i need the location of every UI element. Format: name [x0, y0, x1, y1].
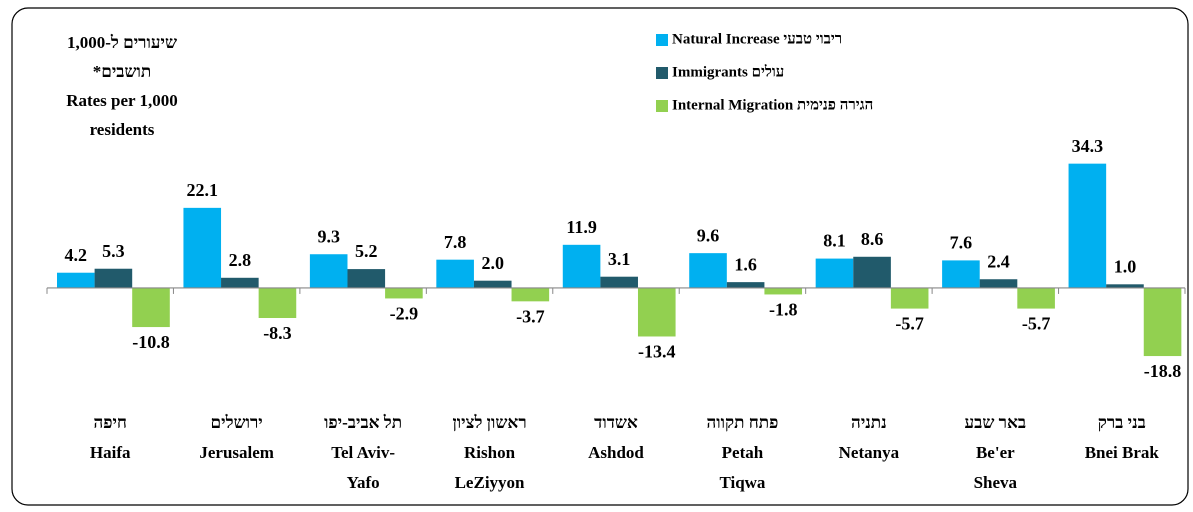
x-tick-label: Jerusalem — [199, 443, 274, 462]
data-label: -8.3 — [263, 323, 292, 343]
data-label: 4.2 — [65, 245, 88, 265]
data-label: 11.9 — [566, 217, 597, 237]
data-label: 7.6 — [950, 233, 973, 253]
bar — [726, 282, 765, 288]
bar — [436, 259, 474, 288]
data-label: -3.7 — [516, 306, 545, 326]
data-label: 2.4 — [987, 251, 1010, 271]
x-tick-label: Rishon — [464, 443, 516, 462]
data-label: 5.2 — [355, 241, 378, 261]
axis-note: Rates per 1,000 — [66, 91, 178, 110]
x-tick-label: Petah — [722, 443, 764, 462]
bar — [183, 207, 222, 288]
legend-label: Immigrants עולים — [672, 63, 784, 80]
bar — [1143, 287, 1182, 357]
bar — [57, 272, 95, 288]
bar — [94, 268, 133, 288]
data-label: -10.8 — [132, 332, 170, 352]
x-tick-label: נתניה — [851, 413, 887, 432]
bar — [511, 287, 550, 302]
bar — [853, 256, 891, 288]
bar — [473, 280, 512, 288]
data-label: -2.9 — [390, 304, 419, 324]
bar — [979, 279, 1018, 288]
x-tick-label: תל אביב-יפו — [324, 413, 402, 432]
data-label: 3.1 — [608, 249, 631, 269]
data-label: 1.6 — [734, 254, 757, 274]
bar — [600, 276, 638, 288]
x-tick-label: Sheva — [974, 473, 1018, 492]
legend-swatch — [656, 34, 668, 46]
x-tick-label: Yafo — [347, 473, 380, 492]
data-label: -5.7 — [895, 314, 924, 334]
bar — [942, 260, 980, 288]
x-tick-label: פתח תקווה — [707, 413, 779, 432]
bar — [347, 269, 386, 288]
bar — [562, 244, 601, 288]
bar — [1017, 287, 1055, 309]
x-tick-label: חיפה — [93, 413, 127, 432]
axis-note: שיעורים ל-1,000 — [67, 33, 177, 52]
x-tick-label: Ashdod — [588, 443, 644, 462]
bar — [689, 253, 727, 288]
x-tick-label: LeZiyyon — [455, 473, 525, 492]
data-label: 2.8 — [229, 250, 252, 270]
data-label: 8.1 — [823, 231, 846, 251]
bar — [890, 287, 929, 309]
data-label: 9.6 — [697, 225, 720, 245]
legend-swatch — [656, 100, 668, 112]
data-label: -13.4 — [638, 342, 676, 362]
data-label: -18.8 — [1144, 361, 1182, 381]
x-tick-label: Haifa — [90, 443, 131, 462]
bar — [132, 287, 170, 328]
bar — [385, 287, 423, 299]
data-label: 1.0 — [1114, 256, 1137, 276]
data-label: 9.3 — [317, 226, 340, 246]
x-tick-label: Be'er — [976, 443, 1015, 462]
bar — [1106, 284, 1144, 288]
bar — [221, 277, 259, 288]
legend-label: Natural Increase ריבוי טבעי — [672, 31, 842, 47]
x-tick-label: בני ברק — [1098, 413, 1146, 432]
axis-note: תושבים* — [93, 62, 152, 81]
axis-note: residents — [90, 120, 155, 139]
data-label: 2.0 — [481, 253, 504, 273]
data-label: 7.8 — [444, 232, 467, 252]
data-label: 5.3 — [102, 241, 125, 261]
data-label: -1.8 — [769, 300, 798, 320]
legend-label: Internal Migration הגירה פנימית — [672, 97, 873, 113]
legend-swatch — [656, 67, 668, 79]
bar — [764, 287, 803, 295]
x-tick-label: Netanya — [839, 443, 900, 462]
x-tick-label: אשדוד — [594, 413, 638, 432]
bar — [637, 287, 676, 337]
x-tick-label: Tel Aviv- — [331, 443, 395, 462]
bar — [1068, 163, 1107, 288]
x-tick-label: ראשון לציון — [452, 413, 526, 432]
data-label: 8.6 — [861, 229, 884, 249]
data-label: -5.7 — [1022, 314, 1051, 334]
bar — [815, 258, 854, 288]
data-label: 22.1 — [186, 180, 218, 200]
x-tick-label: Tiqwa — [719, 473, 765, 492]
x-tick-label: Bnei Brak — [1085, 443, 1160, 462]
bar — [258, 287, 297, 319]
bar — [309, 254, 348, 288]
data-label: 34.3 — [1072, 136, 1104, 156]
x-tick-label: ירושלים — [211, 413, 263, 432]
x-tick-label: באר שבע — [965, 413, 1027, 432]
